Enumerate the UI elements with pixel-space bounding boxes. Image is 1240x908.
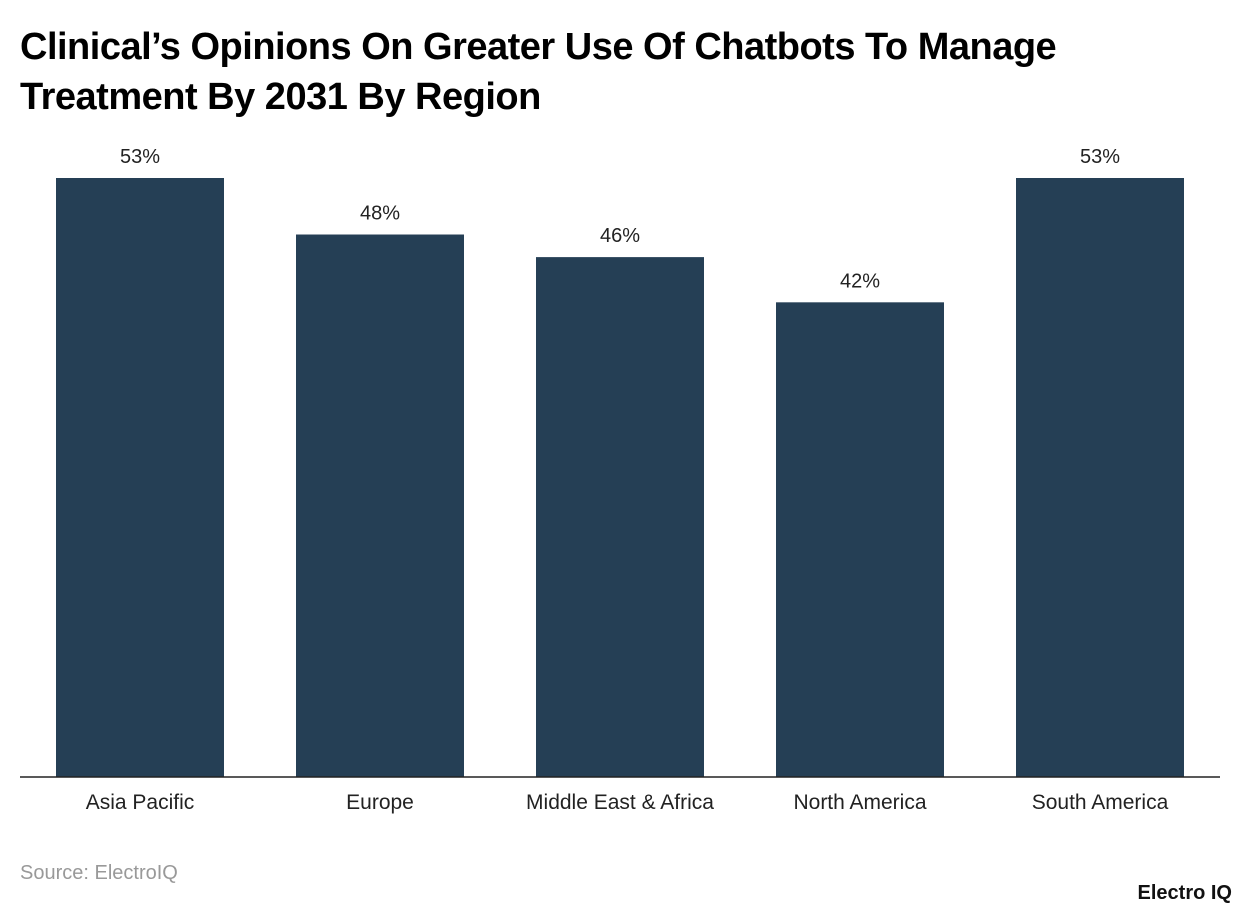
data-label: 46% — [600, 225, 640, 247]
bar — [536, 257, 704, 777]
source-note: Source: ElectroIQ — [20, 862, 178, 884]
bar — [776, 302, 944, 777]
x-tick-label: Middle East & Africa — [526, 791, 714, 814]
brand-logo: Electro IQ — [1137, 882, 1232, 904]
bar — [296, 234, 464, 778]
x-tick-label: South America — [1032, 791, 1169, 814]
data-label: 53% — [1080, 146, 1120, 168]
bar — [1016, 178, 1184, 777]
data-label: 53% — [120, 146, 160, 168]
x-tick-label: Asia Pacific — [86, 791, 195, 814]
x-tick-label: North America — [793, 791, 926, 814]
data-label: 48% — [360, 203, 400, 225]
x-tick-label: Europe — [346, 791, 414, 814]
bar — [56, 178, 224, 777]
chart-title: Clinical’s Opinions On Greater Use Of Ch… — [20, 26, 1057, 118]
data-label: 42% — [840, 270, 880, 292]
